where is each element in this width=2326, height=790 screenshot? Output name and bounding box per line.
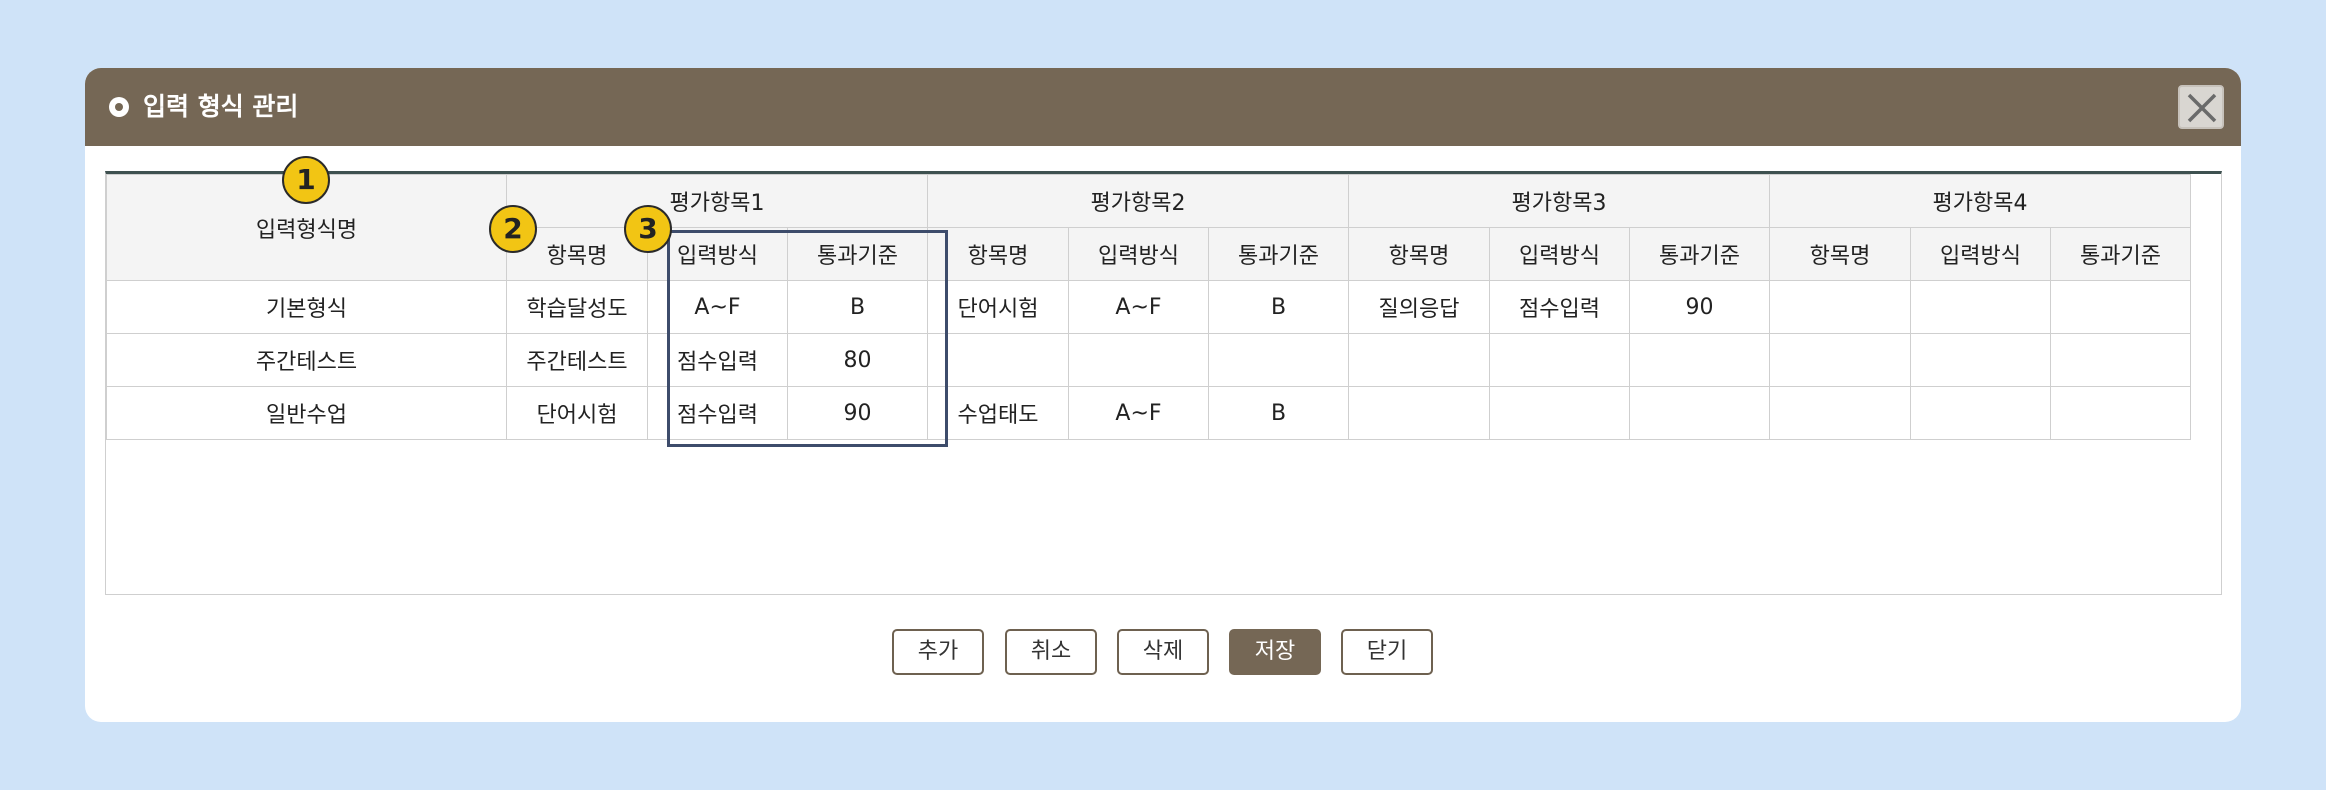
subheader-item-name: 항목명 [1769, 227, 1911, 281]
table-cell[interactable] [2050, 333, 2191, 387]
table-row[interactable]: 기본형식 학습달성도 A~F B 단어시험 A~F B 질의응답 점수입력 90 [106, 280, 2191, 334]
subheader-pass-criteria: 통과기준 [1208, 227, 1349, 281]
close-icon [2187, 93, 2217, 123]
subheader-pass-criteria: 통과기준 [2050, 227, 2191, 281]
dialog-titlebar: 입력 형식 관리 [85, 68, 2241, 146]
table-container: 입력형식명 평가항목1 평가항목2 평가항목3 평가항목4 항목명 입력방식 통… [105, 171, 2222, 595]
callout-marker-1: 1 [282, 156, 330, 204]
format-name-cell[interactable]: 주간테스트 [106, 333, 507, 387]
table-cell[interactable]: 단어시험 [927, 280, 1069, 334]
subheader-input-method: 입력방식 [1489, 227, 1630, 281]
table-cell[interactable] [1910, 333, 2051, 387]
table-row[interactable]: 주간테스트 주간테스트 점수입력 80 [106, 333, 2191, 387]
format-name-cell[interactable]: 기본형식 [106, 280, 507, 334]
table-cell[interactable] [1348, 333, 1490, 387]
format-name-cell[interactable]: 일반수업 [106, 386, 507, 440]
table-cell[interactable]: 질의응답 [1348, 280, 1490, 334]
table-cell[interactable]: 주간테스트 [506, 333, 648, 387]
header-group-4: 평가항목4 [1769, 174, 2191, 228]
table-cell[interactable]: A~F [1068, 386, 1209, 440]
table-cell[interactable] [2050, 386, 2191, 440]
subheader-item-name: 항목명 [1348, 227, 1490, 281]
table-cell[interactable]: 수업태도 [927, 386, 1069, 440]
table-cell[interactable] [1348, 386, 1490, 440]
table-cell[interactable]: 학습달성도 [506, 280, 648, 334]
radio-dot-icon [109, 97, 129, 117]
save-button[interactable]: 저장 [1229, 629, 1321, 675]
table-cell[interactable]: B [787, 280, 928, 334]
header-group-1: 평가항목1 [506, 174, 928, 228]
table-cell[interactable] [1910, 386, 2051, 440]
table-cell[interactable]: 90 [1629, 280, 1770, 334]
table-cell[interactable] [1910, 280, 2051, 334]
header-group-2: 평가항목2 [927, 174, 1349, 228]
cancel-button[interactable]: 취소 [1005, 629, 1097, 675]
callout-marker-2: 2 [489, 205, 537, 253]
table-cell[interactable]: A~F [647, 280, 788, 334]
table-cell[interactable]: 90 [787, 386, 928, 440]
table-cell[interactable] [1629, 333, 1770, 387]
table-cell[interactable] [927, 333, 1069, 387]
table-cell[interactable]: 점수입력 [1489, 280, 1630, 334]
table-cell[interactable] [2050, 280, 2191, 334]
input-format-dialog: 입력 형식 관리 입력형식명 평가항목1 평가항목2 평가항목 [85, 68, 2241, 722]
subheader-input-method: 입력방식 [1068, 227, 1209, 281]
subheader-pass-criteria: 통과기준 [787, 227, 928, 281]
delete-button[interactable]: 삭제 [1117, 629, 1209, 675]
dialog-title: 입력 형식 관리 [143, 92, 299, 121]
callout-marker-3: 3 [624, 205, 672, 253]
table-cell[interactable]: 점수입력 [647, 386, 788, 440]
table-cell[interactable] [1489, 333, 1630, 387]
table-cell[interactable]: 단어시험 [506, 386, 648, 440]
table-cell[interactable] [1769, 333, 1911, 387]
table-cell[interactable] [1629, 386, 1770, 440]
table-cell[interactable] [1769, 386, 1911, 440]
subheader-pass-criteria: 통과기준 [1629, 227, 1770, 281]
subheader-input-method: 입력방식 [1910, 227, 2051, 281]
table-cell[interactable] [1208, 333, 1349, 387]
header-group-3: 평가항목3 [1348, 174, 1770, 228]
table-cell[interactable]: 점수입력 [647, 333, 788, 387]
input-format-table: 입력형식명 평가항목1 평가항목2 평가항목3 평가항목4 항목명 입력방식 통… [106, 174, 2191, 440]
close-button[interactable] [2178, 85, 2224, 129]
close-dialog-button[interactable]: 닫기 [1341, 629, 1433, 675]
table-cell[interactable] [1068, 333, 1209, 387]
table-row[interactable]: 일반수업 단어시험 점수입력 90 수업태도 A~F B [106, 386, 2191, 440]
action-button-row: 추가 취소 삭제 저장 닫기 [85, 629, 2241, 675]
table-cell[interactable]: B [1208, 386, 1349, 440]
table-cell[interactable]: B [1208, 280, 1349, 334]
table-cell[interactable]: 80 [787, 333, 928, 387]
subheader-item-name: 항목명 [927, 227, 1069, 281]
table-cell[interactable] [1489, 386, 1630, 440]
table-cell[interactable] [1769, 280, 1911, 334]
table-cell[interactable]: A~F [1068, 280, 1209, 334]
add-button[interactable]: 추가 [892, 629, 984, 675]
